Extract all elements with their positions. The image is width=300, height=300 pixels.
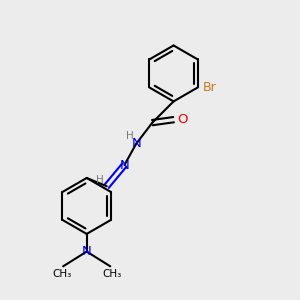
Text: Br: Br	[203, 81, 217, 94]
Text: H: H	[96, 175, 104, 185]
Text: N: N	[82, 245, 92, 258]
Text: H: H	[126, 131, 134, 142]
Text: N: N	[119, 158, 129, 172]
Text: CH₃: CH₃	[102, 269, 121, 279]
Text: CH₃: CH₃	[52, 269, 71, 279]
Text: N: N	[131, 137, 141, 150]
Text: O: O	[177, 113, 188, 126]
